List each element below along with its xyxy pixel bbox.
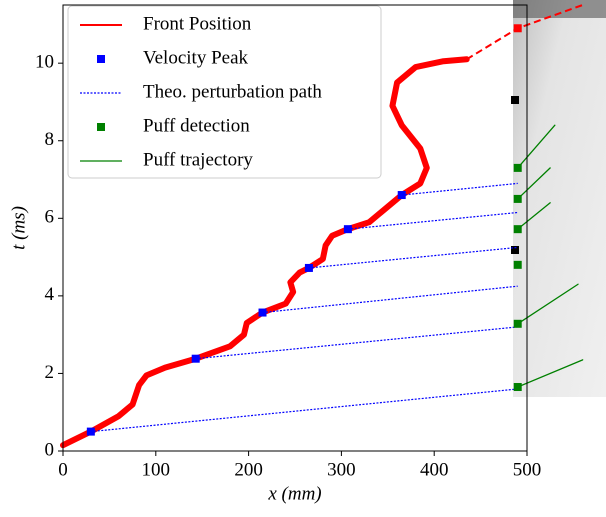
legend-label: Front Position: [143, 13, 252, 34]
trajectory-line: [347, 211, 518, 230]
trajectory-line: [262, 285, 518, 314]
legend-label: Puff detection: [143, 115, 250, 136]
trajectory-line: [517, 202, 551, 230]
legend-label: Velocity Peak: [143, 47, 249, 68]
image-marker: [511, 246, 519, 254]
y-tick-label: 10: [35, 52, 54, 73]
x-tick-label: 400: [420, 459, 449, 480]
image-shading: [513, 0, 606, 18]
legend: [67, 5, 382, 179]
x-axis-label: x (mm): [267, 483, 321, 504]
y-tick-label: 6: [45, 207, 55, 228]
background-image: [513, 0, 606, 397]
trajectory-line: [517, 283, 579, 325]
legend-marker: [97, 123, 105, 131]
legend-label: Theo. perturbation path: [143, 81, 322, 102]
trajectory-line: [195, 326, 518, 360]
legend-marker: [97, 55, 105, 63]
x-tick-label: 100: [142, 459, 171, 480]
marker: [513, 24, 522, 33]
trajectory-line: [517, 167, 551, 200]
trajectory-line: [308, 246, 518, 269]
legend-entries: Front Position Velocity Peak Theo. perturb…: [80, 13, 322, 170]
y-tick-label: 0: [45, 439, 55, 460]
y-tick-label: 2: [45, 362, 55, 383]
x-tick-label: 0: [58, 459, 68, 480]
image-marker: [511, 96, 519, 104]
trajectory-line: [90, 388, 518, 433]
x-tick-label: 300: [327, 459, 356, 480]
x-tick-label: 500: [513, 459, 542, 480]
trajectory-line: [517, 359, 584, 388]
y-tick-label: 4: [45, 284, 55, 305]
y-axis-label: t (ms): [8, 206, 29, 250]
x-tick-label: 200: [234, 459, 263, 480]
trajectory-line: [517, 124, 556, 169]
trajectory-line: [401, 182, 518, 196]
marker: [513, 260, 522, 269]
legend-label: Puff trajectory: [143, 149, 253, 170]
axes-frame: [62, 4, 528, 452]
plot-area: [60, 4, 584, 449]
y-tick-label: 8: [45, 129, 55, 150]
